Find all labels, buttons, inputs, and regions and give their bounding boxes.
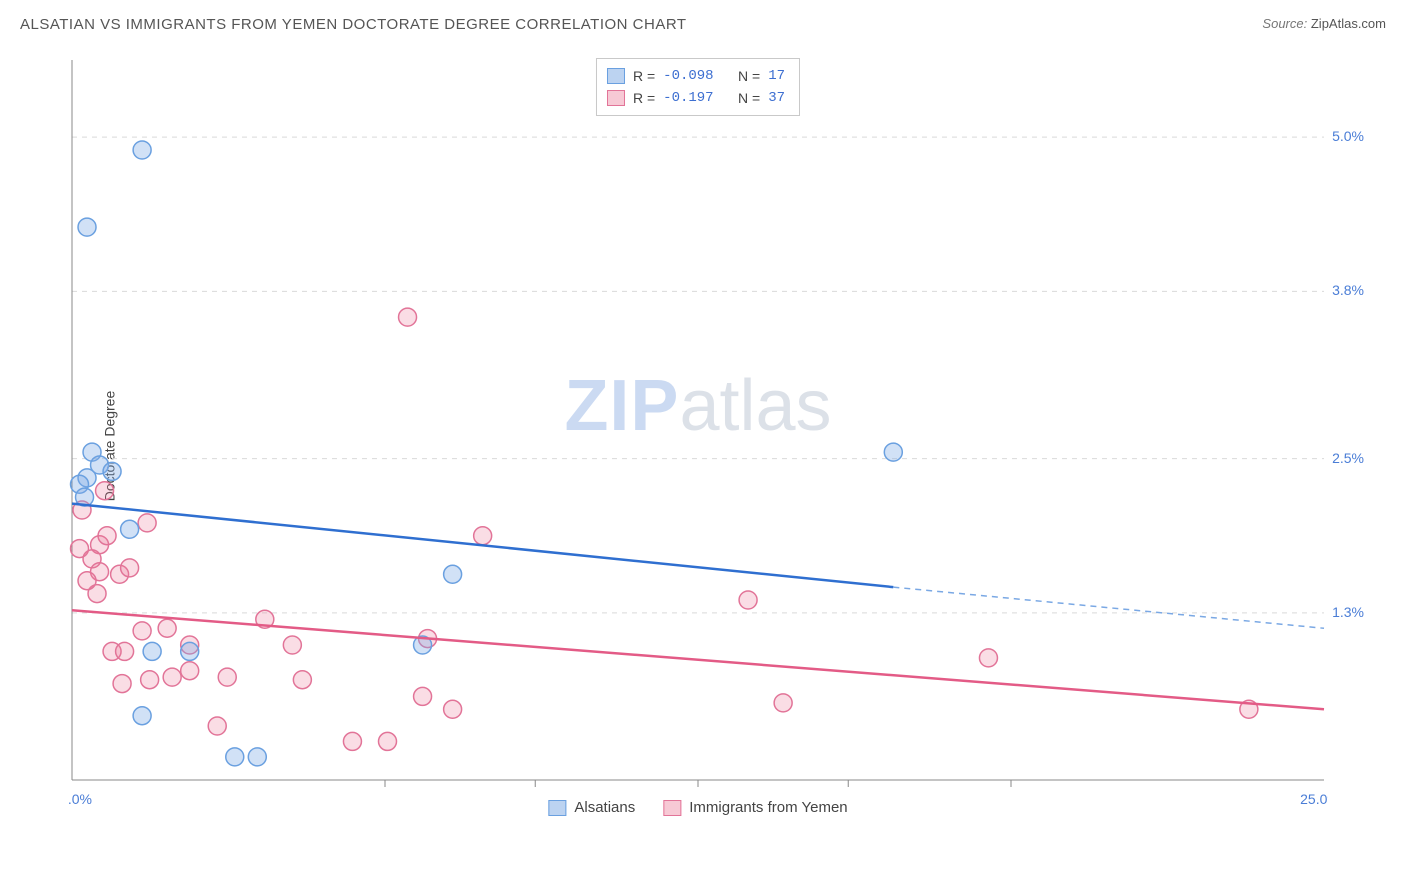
y-tick-label: 1.3% <box>1332 604 1364 620</box>
plot-region: ZIPatlas 0.0%25.0% 1.3%2.5%3.8%5.0% R = … <box>68 56 1328 816</box>
swatch-pink <box>663 800 681 816</box>
series-legend: Alsatians Immigrants from Yemen <box>548 799 847 816</box>
n-value-pink: 37 <box>768 87 785 109</box>
y-tick-label: 5.0% <box>1332 128 1364 144</box>
chart-area: Doctorate Degree ZIPatlas 0.0%25.0% 1.3%… <box>50 56 1370 836</box>
stats-row-blue: R = -0.098 N = 17 <box>607 65 785 87</box>
y-tick-label: 3.8% <box>1332 282 1364 298</box>
source-name: ZipAtlas.com <box>1311 16 1386 31</box>
legend-item-alsatians: Alsatians <box>548 799 635 816</box>
n-label: N = <box>738 65 760 87</box>
svg-text:25.0%: 25.0% <box>1300 791 1328 807</box>
source-attribution: Source: ZipAtlas.com <box>1262 16 1386 31</box>
n-label: N = <box>738 87 760 109</box>
swatch-pink <box>607 90 625 106</box>
legend-item-yemen: Immigrants from Yemen <box>663 799 847 816</box>
stats-row-pink: R = -0.197 N = 37 <box>607 87 785 109</box>
r-value-pink: -0.197 <box>663 87 713 109</box>
scatter-plot-svg: 0.0% 25.0% <box>68 56 1328 816</box>
n-value-blue: 17 <box>768 65 785 87</box>
legend-label-alsatians: Alsatians <box>574 799 635 816</box>
swatch-blue <box>607 68 625 84</box>
swatch-blue <box>548 800 566 816</box>
source-label: Source: <box>1262 16 1307 31</box>
stats-legend: R = -0.098 N = 17 R = -0.197 N = 37 <box>596 58 800 116</box>
chart-title: ALSATIAN VS IMMIGRANTS FROM YEMEN DOCTOR… <box>20 16 687 33</box>
r-label: R = <box>633 87 655 109</box>
y-tick-label: 2.5% <box>1332 450 1364 466</box>
legend-label-yemen: Immigrants from Yemen <box>689 799 847 816</box>
r-label: R = <box>633 65 655 87</box>
r-value-blue: -0.098 <box>663 65 713 87</box>
svg-text:0.0%: 0.0% <box>68 791 92 807</box>
